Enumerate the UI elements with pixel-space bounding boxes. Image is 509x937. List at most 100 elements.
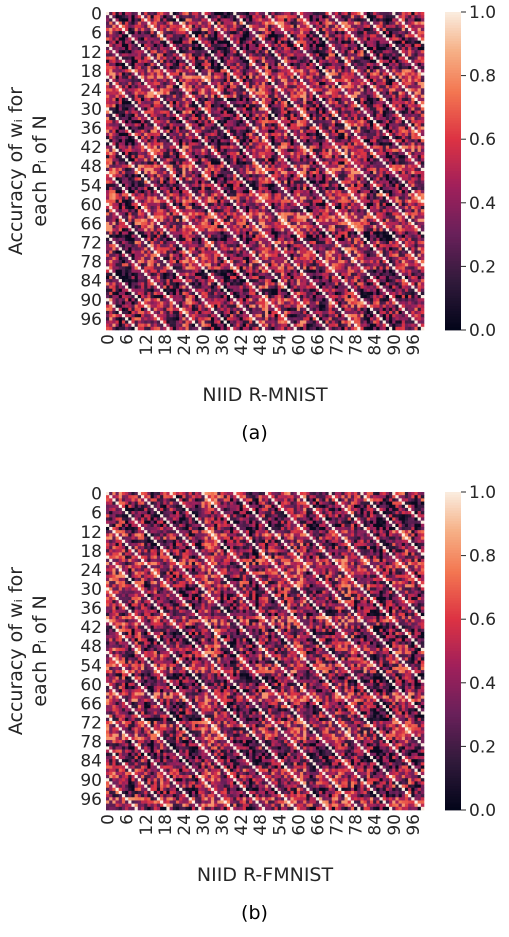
heatmap-cell bbox=[265, 18, 269, 22]
heatmap-cell bbox=[150, 72, 154, 76]
heatmap-cell bbox=[118, 151, 123, 156]
heatmap-cell bbox=[220, 46, 224, 51]
heatmap-cell bbox=[334, 161, 339, 165]
heatmap-cell bbox=[306, 132, 310, 137]
heatmap-cell bbox=[223, 104, 228, 108]
heatmap-cell bbox=[195, 101, 199, 105]
heatmap-cell bbox=[245, 12, 250, 16]
heatmap-cell bbox=[382, 151, 387, 156]
heatmap-cell bbox=[153, 78, 158, 83]
heatmap-cell bbox=[319, 43, 323, 48]
heatmap-cell bbox=[109, 139, 113, 143]
heatmap-cell bbox=[354, 129, 358, 134]
heatmap-cell bbox=[315, 123, 320, 127]
heatmap-cell bbox=[334, 69, 339, 73]
heatmap-cell bbox=[271, 81, 275, 86]
heatmap-cell bbox=[134, 46, 139, 51]
heatmap-cell bbox=[147, 24, 151, 29]
heatmap-cell bbox=[369, 148, 374, 153]
heatmap-cell bbox=[182, 85, 186, 89]
heatmap-cell bbox=[290, 81, 294, 86]
heatmap-cell bbox=[153, 158, 158, 162]
heatmap-cell bbox=[265, 24, 269, 29]
heatmap-cell bbox=[191, 161, 196, 165]
heatmap-cell bbox=[382, 148, 387, 153]
heatmap-cell bbox=[306, 136, 310, 140]
heatmap-cell bbox=[134, 155, 139, 159]
heatmap-cell bbox=[166, 123, 170, 127]
heatmap-cell bbox=[166, 85, 170, 89]
heatmap-cell bbox=[118, 12, 123, 16]
heatmap-cell bbox=[284, 164, 288, 169]
heatmap-cell bbox=[153, 91, 158, 95]
heatmap-cell bbox=[350, 15, 355, 19]
heatmap-cell bbox=[226, 120, 231, 124]
heatmap-cell bbox=[395, 27, 399, 32]
heatmap-cell bbox=[363, 24, 368, 29]
heatmap-cell bbox=[163, 75, 167, 80]
heatmap-cell bbox=[153, 43, 158, 48]
heatmap-cell bbox=[121, 43, 126, 48]
heatmap-cell bbox=[404, 15, 409, 19]
heatmap-cell bbox=[261, 15, 266, 19]
heatmap-cell bbox=[261, 53, 266, 57]
heatmap-cell bbox=[115, 34, 120, 38]
heatmap-cell bbox=[408, 24, 412, 29]
heatmap-cell bbox=[150, 53, 154, 57]
heatmap-cell bbox=[230, 167, 234, 172]
heatmap-cell bbox=[389, 56, 393, 60]
heatmap-cell bbox=[261, 46, 266, 51]
heatmap-cell bbox=[217, 59, 221, 64]
heatmap-cell bbox=[242, 21, 247, 26]
heatmap-cell bbox=[125, 155, 129, 159]
heatmap-cell bbox=[182, 91, 186, 95]
heatmap-cell bbox=[290, 161, 294, 165]
heatmap-cell bbox=[128, 155, 132, 159]
heatmap-cell bbox=[277, 113, 282, 118]
heatmap-cell bbox=[153, 88, 158, 92]
heatmap-cell bbox=[312, 132, 317, 137]
heatmap-cell bbox=[182, 50, 186, 54]
heatmap-cell bbox=[217, 126, 221, 130]
heatmap-cell bbox=[144, 53, 148, 57]
heatmap-cell bbox=[420, 88, 425, 92]
heatmap-cell bbox=[169, 78, 174, 83]
heatmap-cell bbox=[325, 148, 329, 153]
heatmap-cell bbox=[303, 164, 307, 169]
heatmap-cell bbox=[287, 43, 291, 48]
heatmap-cell bbox=[379, 18, 383, 22]
heatmap-cell bbox=[328, 37, 333, 41]
heatmap-cell bbox=[172, 34, 177, 38]
heatmap-cell bbox=[112, 123, 116, 127]
heatmap-cell bbox=[261, 81, 266, 86]
heatmap-cell bbox=[277, 37, 282, 41]
heatmap-cell bbox=[404, 136, 409, 140]
heatmap-cell bbox=[277, 129, 282, 134]
heatmap-cell bbox=[255, 136, 259, 140]
heatmap-cell bbox=[369, 136, 374, 140]
heatmap-cell bbox=[312, 85, 317, 89]
heatmap-cell bbox=[201, 136, 205, 140]
heatmap-cell bbox=[290, 43, 294, 48]
heatmap-cell bbox=[191, 50, 196, 54]
heatmap-cell bbox=[249, 31, 253, 35]
heatmap-cell bbox=[188, 59, 193, 64]
heatmap-cell bbox=[338, 129, 342, 134]
heatmap-cell bbox=[112, 53, 116, 57]
heatmap-cell bbox=[156, 37, 161, 41]
heatmap-cell bbox=[420, 46, 425, 51]
heatmap-cell bbox=[233, 62, 237, 67]
heatmap-cell bbox=[188, 136, 193, 140]
heatmap-cell bbox=[312, 123, 317, 127]
heatmap-cell bbox=[115, 75, 120, 80]
heatmap-cell bbox=[182, 69, 186, 73]
heatmap-cell bbox=[290, 94, 294, 99]
heatmap-cell bbox=[369, 158, 374, 162]
heatmap-cell bbox=[315, 148, 320, 153]
heatmap-cell bbox=[322, 62, 326, 67]
heatmap-cell bbox=[284, 97, 288, 102]
heatmap-cell bbox=[207, 139, 212, 143]
heatmap-cell bbox=[325, 91, 329, 95]
heatmap-cell bbox=[303, 136, 307, 140]
heatmap-cell bbox=[341, 116, 345, 121]
